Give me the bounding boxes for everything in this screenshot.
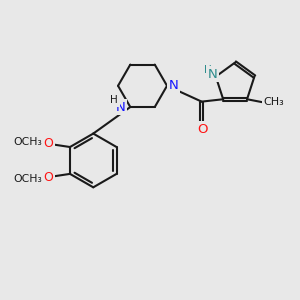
- Text: OCH₃: OCH₃: [14, 137, 42, 147]
- Text: H: H: [110, 95, 118, 105]
- Text: N: N: [208, 68, 218, 81]
- Text: N: N: [115, 100, 125, 113]
- Text: O: O: [197, 123, 208, 136]
- Text: H: H: [204, 65, 211, 75]
- Text: O: O: [44, 137, 53, 150]
- Text: CH₃: CH₃: [263, 97, 284, 106]
- Text: O: O: [44, 171, 53, 184]
- Text: N: N: [169, 79, 178, 92]
- Text: OCH₃: OCH₃: [14, 174, 42, 184]
